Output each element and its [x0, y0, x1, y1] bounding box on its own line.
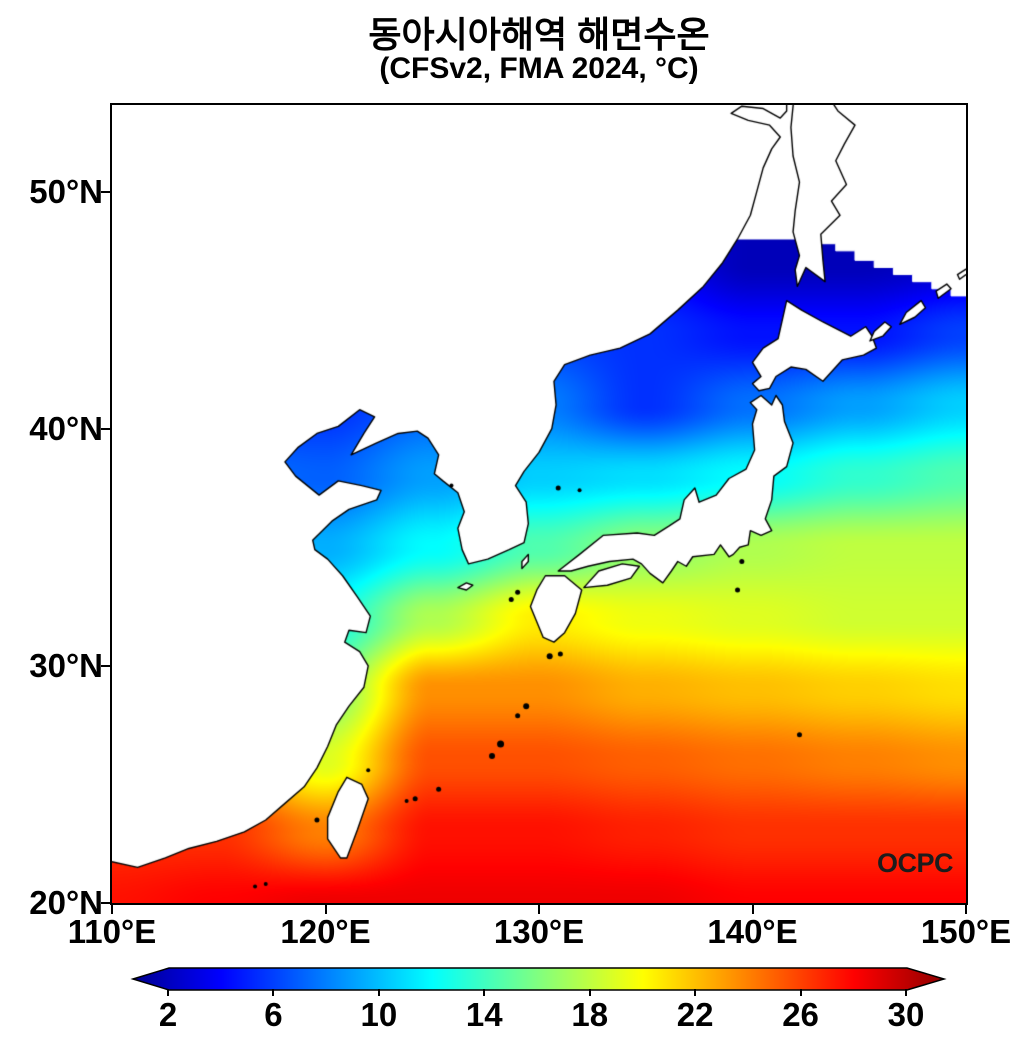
- figure-title: 동아시아해역 해면수온: [368, 14, 710, 55]
- x-axis-tick: [751, 905, 754, 914]
- colorbar-tick-label: 30: [887, 996, 925, 1033]
- colorbar-tick: [377, 989, 380, 996]
- y-axis-label: 30°N: [29, 646, 103, 684]
- y-axis-label: 40°N: [29, 409, 103, 447]
- colorbar-tick: [167, 989, 169, 996]
- colorbar-tick-label: 22: [676, 996, 714, 1033]
- x-axis-label: 120°E: [280, 913, 371, 950]
- colorbar-tick-label: 14: [465, 996, 503, 1033]
- colorbar-gradient: [130, 967, 947, 991]
- y-axis-tick: [101, 664, 110, 667]
- y-axis-label: 50°N: [29, 172, 103, 210]
- x-axis-label: 130°E: [493, 913, 585, 950]
- colorbar-tick: [272, 989, 275, 996]
- colorbar-tick: [588, 989, 591, 996]
- sst-heatmap-canvas: [112, 105, 966, 903]
- x-axis-label: 110°E: [67, 913, 157, 950]
- colorbar-tick-label: 2: [158, 996, 178, 1033]
- x-axis-tick: [324, 905, 327, 914]
- colorbar: [130, 967, 947, 991]
- figure-subtitle: (CFSv2, FMA 2024, °C): [379, 52, 699, 85]
- y-axis-tick: [101, 427, 110, 430]
- map-plot: OCPC: [110, 103, 968, 905]
- colorbar-tick: [905, 989, 907, 996]
- colorbar-tick-label: 26: [782, 996, 819, 1033]
- y-axis-tick: [101, 190, 110, 193]
- x-axis-tick: [111, 905, 113, 914]
- colorbar-tick: [694, 989, 697, 996]
- y-axis-label: 20°N: [29, 884, 103, 921]
- colorbar-tick: [483, 989, 486, 996]
- colorbar-tick: [799, 989, 802, 996]
- ocpc-watermark: OCPC: [876, 848, 954, 878]
- colorbar-tick-label: 18: [571, 996, 609, 1033]
- y-axis-tick: [101, 902, 110, 904]
- x-axis-label: 140°E: [707, 913, 798, 950]
- x-axis-tick: [965, 905, 967, 914]
- x-axis-label: 150°E: [920, 913, 1012, 950]
- colorbar-tick-label: 10: [360, 996, 398, 1033]
- x-axis-tick: [538, 905, 540, 914]
- colorbar-tick-label: 6: [264, 996, 283, 1033]
